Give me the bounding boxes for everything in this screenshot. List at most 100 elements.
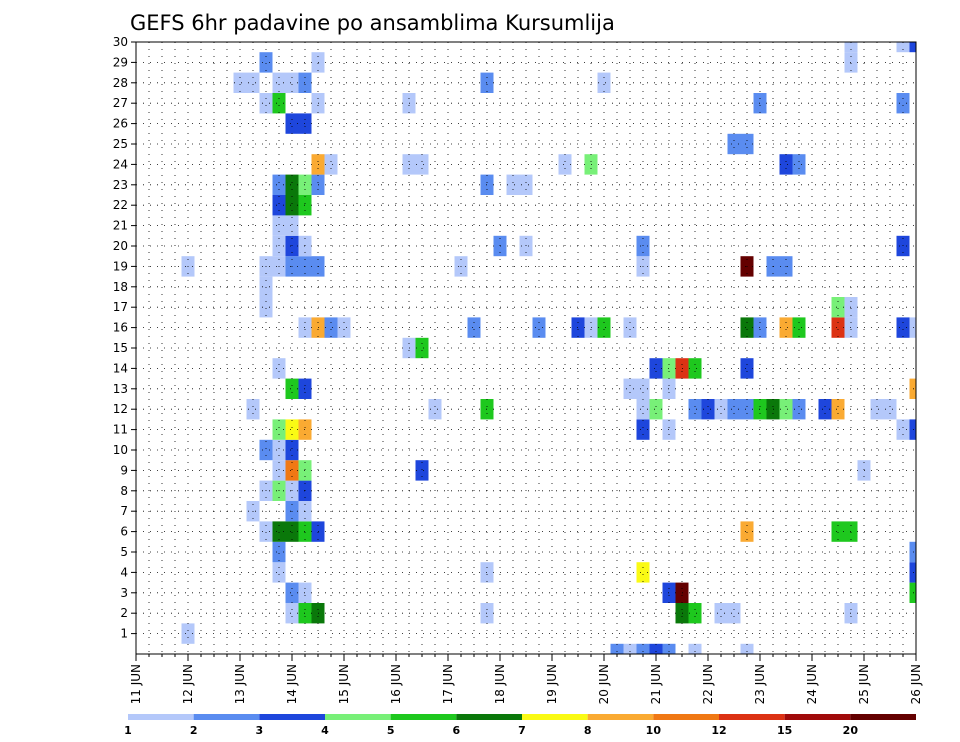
colorbar-label: 15: [777, 724, 792, 737]
heatmap-cell: [896, 317, 910, 338]
heatmap-cell: [740, 133, 754, 155]
heatmap-cell: [779, 399, 793, 420]
heatmap-cell: [532, 317, 546, 338]
colorbar-swatch: [456, 714, 522, 720]
heatmap-cell: [272, 521, 286, 542]
y-tick-label: 29: [113, 55, 128, 69]
heatmap-cell: [844, 42, 858, 53]
colorbar-swatch: [653, 714, 719, 720]
heatmap-cell: [337, 317, 351, 338]
y-axis: 1234567891011121314151617181920212223242…: [113, 35, 136, 641]
heatmap-cell: [623, 643, 637, 654]
heatmap-cell: [636, 643, 650, 654]
heatmap-cell: [727, 603, 741, 624]
colorbar-swatch: [390, 714, 457, 720]
x-tick-label: 24 JUN: [805, 664, 819, 704]
heatmap-cell: [259, 93, 273, 114]
y-tick-label: 7: [120, 504, 128, 518]
y-tick-label: 2: [120, 606, 128, 620]
heatmap-cell: [909, 582, 916, 603]
y-tick-label: 16: [113, 321, 128, 335]
y-tick-label: 8: [120, 484, 128, 498]
heatmap-cell: [272, 562, 286, 583]
heatmap-cell: [714, 603, 728, 624]
y-tick-label: 14: [113, 361, 128, 375]
heatmap-cell: [597, 317, 611, 338]
heatmap-cell: [415, 154, 429, 175]
x-tick-label: 25 JUN: [857, 664, 871, 704]
heatmap-cell: [428, 399, 442, 420]
x-tick-label: 22 JUN: [701, 664, 715, 704]
heatmap-cell: [246, 399, 260, 420]
heatmap-cell: [285, 174, 299, 195]
heatmap-cell: [506, 174, 520, 195]
x-tick-label: 13 JUN: [233, 664, 247, 704]
colorbar-label: 7: [518, 724, 526, 737]
heatmap-cell: [792, 399, 806, 420]
colorbar-swatch: [193, 714, 260, 720]
y-tick-label: 10: [113, 443, 128, 457]
colorbar-swatch: [325, 714, 391, 720]
colorbar-swatch: [259, 714, 325, 720]
heatmap-cell: [285, 215, 299, 236]
y-tick-label: 1: [120, 627, 128, 641]
heatmap-cell: [285, 113, 299, 134]
heatmap-cell: [909, 42, 916, 53]
x-tick-label: 16 JUN: [389, 664, 403, 704]
colorbar-swatch: [719, 714, 785, 720]
colorbar-label: 8: [584, 724, 592, 737]
heatmap-cell: [272, 93, 286, 114]
heatmap-cell: [272, 195, 286, 216]
y-tick-label: 6: [120, 525, 128, 539]
heatmap-cell: [285, 521, 299, 542]
heatmap-cell: [415, 337, 429, 359]
heatmap-cell: [272, 541, 286, 563]
heatmap-cell: [792, 154, 806, 175]
heatmap-cell: [727, 399, 741, 420]
y-tick-label: 20: [113, 239, 128, 253]
heatmap-cell: [623, 378, 637, 399]
heatmap-cell: [272, 460, 286, 481]
heatmap-cell: [909, 541, 916, 563]
heatmap-cell: [272, 174, 286, 195]
heatmap-cell: [259, 52, 273, 73]
heatmap-cell: [727, 133, 741, 155]
colorbar-swatch: [522, 714, 588, 720]
x-tick-label: 11 JUN: [129, 664, 143, 704]
heatmap-cell: [896, 93, 910, 114]
y-tick-label: 5: [120, 545, 128, 559]
heatmap-cell: [285, 72, 299, 93]
heatmap-cell: [610, 643, 624, 654]
colorbar-swatch: [784, 714, 851, 720]
y-tick-label: 17: [113, 300, 128, 314]
heatmap-cell: [259, 276, 273, 297]
heatmap-cell: [779, 154, 793, 175]
heatmap-cell: [831, 317, 845, 338]
colorbar-label: 6: [453, 724, 461, 737]
heatmap-cell: [818, 399, 832, 420]
heatmap-cell: [896, 419, 910, 440]
colorbar-label: 4: [321, 724, 329, 737]
heatmap-cell: [285, 419, 299, 440]
heatmap-cell: [324, 154, 338, 175]
y-tick-label: 3: [120, 586, 128, 600]
heatmap-cell: [285, 603, 299, 624]
heatmap-cell: [909, 562, 916, 583]
y-tick-label: 11: [113, 423, 128, 437]
x-tick-label: 12 JUN: [181, 664, 195, 704]
heatmap-cell: [779, 317, 793, 338]
heatmap-cell: [909, 419, 916, 440]
heatmap-cell: [688, 399, 702, 420]
y-tick-label: 28: [113, 76, 128, 90]
y-tick-label: 26: [113, 117, 128, 131]
heatmap-cell: [558, 154, 572, 175]
heatmap-cell: [740, 521, 754, 542]
heatmap-cell: [181, 623, 195, 644]
chart-title: GEFS 6hr padavine po ansamblima Kursumli…: [130, 11, 615, 35]
y-tick-label: 19: [113, 259, 128, 273]
heatmap-cell: [883, 399, 897, 420]
heatmap-cell: [272, 215, 286, 236]
heatmap-cell: [688, 358, 702, 379]
heatmap-cell: [636, 419, 650, 440]
colorbar-swatch: [850, 714, 916, 720]
